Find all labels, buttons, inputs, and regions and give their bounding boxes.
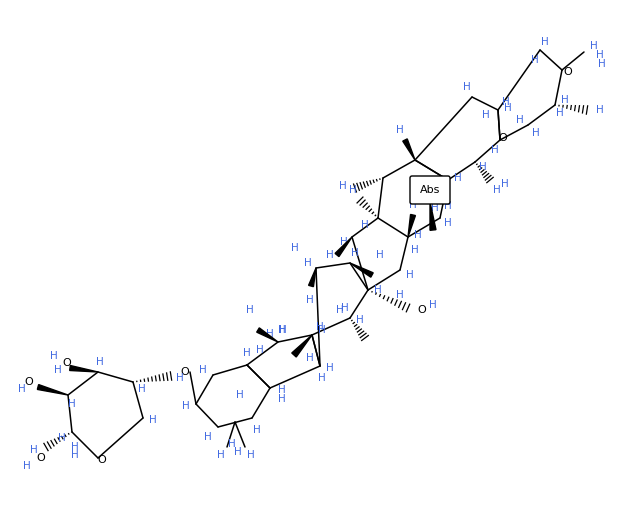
Text: H: H bbox=[279, 325, 287, 335]
Text: H: H bbox=[482, 110, 490, 120]
Text: H: H bbox=[228, 439, 236, 449]
Text: H: H bbox=[351, 248, 359, 258]
Polygon shape bbox=[430, 202, 436, 230]
Text: H: H bbox=[71, 450, 79, 460]
Text: O: O bbox=[499, 133, 508, 143]
Text: H: H bbox=[182, 401, 190, 411]
Polygon shape bbox=[308, 268, 316, 287]
Text: H: H bbox=[596, 105, 604, 115]
Text: H: H bbox=[278, 325, 286, 335]
Polygon shape bbox=[38, 385, 68, 395]
Text: H: H bbox=[590, 41, 598, 51]
Text: H: H bbox=[176, 373, 184, 383]
Text: O: O bbox=[418, 305, 426, 315]
Text: H: H bbox=[516, 115, 524, 125]
Text: H: H bbox=[138, 384, 146, 394]
Text: H: H bbox=[411, 245, 419, 255]
Text: H: H bbox=[316, 322, 324, 332]
Text: H: H bbox=[598, 59, 606, 69]
Text: H: H bbox=[23, 461, 31, 471]
Text: H: H bbox=[58, 433, 66, 443]
Text: H: H bbox=[247, 450, 255, 460]
Text: H: H bbox=[256, 345, 264, 355]
Text: H: H bbox=[454, 173, 462, 183]
Text: H: H bbox=[349, 185, 357, 195]
Text: H: H bbox=[501, 179, 509, 189]
Text: H: H bbox=[326, 363, 334, 373]
Text: H: H bbox=[291, 243, 299, 253]
Text: H: H bbox=[68, 399, 76, 409]
Text: H: H bbox=[318, 373, 326, 383]
Text: H: H bbox=[318, 325, 326, 335]
Text: H: H bbox=[340, 237, 348, 247]
Text: H: H bbox=[54, 365, 62, 375]
Text: O: O bbox=[181, 367, 189, 377]
Text: H: H bbox=[278, 394, 286, 404]
Text: H: H bbox=[306, 295, 314, 305]
Polygon shape bbox=[408, 215, 415, 237]
Text: H: H bbox=[339, 181, 347, 191]
Polygon shape bbox=[257, 328, 278, 342]
Text: H: H bbox=[30, 445, 38, 455]
Polygon shape bbox=[69, 365, 98, 372]
Text: H: H bbox=[278, 385, 286, 395]
Polygon shape bbox=[335, 237, 352, 257]
Polygon shape bbox=[403, 139, 415, 160]
Text: H: H bbox=[361, 220, 369, 230]
Text: O: O bbox=[36, 453, 45, 463]
Text: H: H bbox=[266, 329, 274, 339]
Text: Abs: Abs bbox=[420, 185, 440, 195]
Text: O: O bbox=[97, 455, 106, 465]
Text: H: H bbox=[493, 185, 501, 195]
Text: H: H bbox=[532, 128, 540, 138]
Text: H: H bbox=[502, 97, 510, 107]
Text: H: H bbox=[199, 365, 207, 375]
Polygon shape bbox=[292, 335, 312, 357]
Text: H: H bbox=[561, 95, 569, 105]
Text: H: H bbox=[246, 305, 254, 315]
Text: H: H bbox=[376, 250, 384, 260]
FancyBboxPatch shape bbox=[410, 176, 450, 204]
Text: H: H bbox=[234, 447, 242, 457]
Text: H: H bbox=[217, 450, 225, 460]
Text: H: H bbox=[253, 425, 261, 435]
Text: H: H bbox=[444, 201, 452, 211]
Text: H: H bbox=[204, 432, 212, 442]
Text: H: H bbox=[463, 82, 471, 92]
Text: H: H bbox=[326, 250, 334, 260]
Text: H: H bbox=[50, 351, 58, 361]
Text: H: H bbox=[236, 390, 244, 400]
Text: H: H bbox=[556, 108, 564, 118]
Text: H: H bbox=[531, 55, 539, 65]
Text: H: H bbox=[96, 357, 104, 367]
Text: O: O bbox=[62, 358, 71, 368]
Text: H: H bbox=[71, 442, 79, 452]
Polygon shape bbox=[350, 263, 373, 277]
Text: H: H bbox=[409, 200, 417, 210]
Text: H: H bbox=[396, 125, 404, 135]
Text: H: H bbox=[356, 315, 364, 325]
Text: H: H bbox=[504, 103, 512, 113]
Text: H: H bbox=[479, 162, 487, 172]
Text: H: H bbox=[406, 270, 414, 280]
Text: H: H bbox=[541, 37, 549, 47]
Text: H: H bbox=[341, 303, 349, 313]
Text: H: H bbox=[431, 203, 439, 213]
Text: H: H bbox=[444, 218, 452, 228]
Text: H: H bbox=[306, 353, 314, 363]
Text: H: H bbox=[396, 290, 404, 300]
Text: H: H bbox=[243, 348, 251, 358]
Text: H: H bbox=[336, 305, 344, 315]
Text: H: H bbox=[149, 415, 157, 425]
Text: H: H bbox=[374, 285, 382, 295]
Text: H: H bbox=[596, 50, 604, 60]
Text: H: H bbox=[429, 300, 437, 310]
Text: H: H bbox=[304, 258, 312, 268]
Text: O: O bbox=[564, 67, 573, 77]
Text: O: O bbox=[25, 377, 33, 387]
Text: H: H bbox=[18, 384, 26, 394]
Text: H: H bbox=[414, 230, 422, 240]
Text: H: H bbox=[491, 145, 499, 155]
